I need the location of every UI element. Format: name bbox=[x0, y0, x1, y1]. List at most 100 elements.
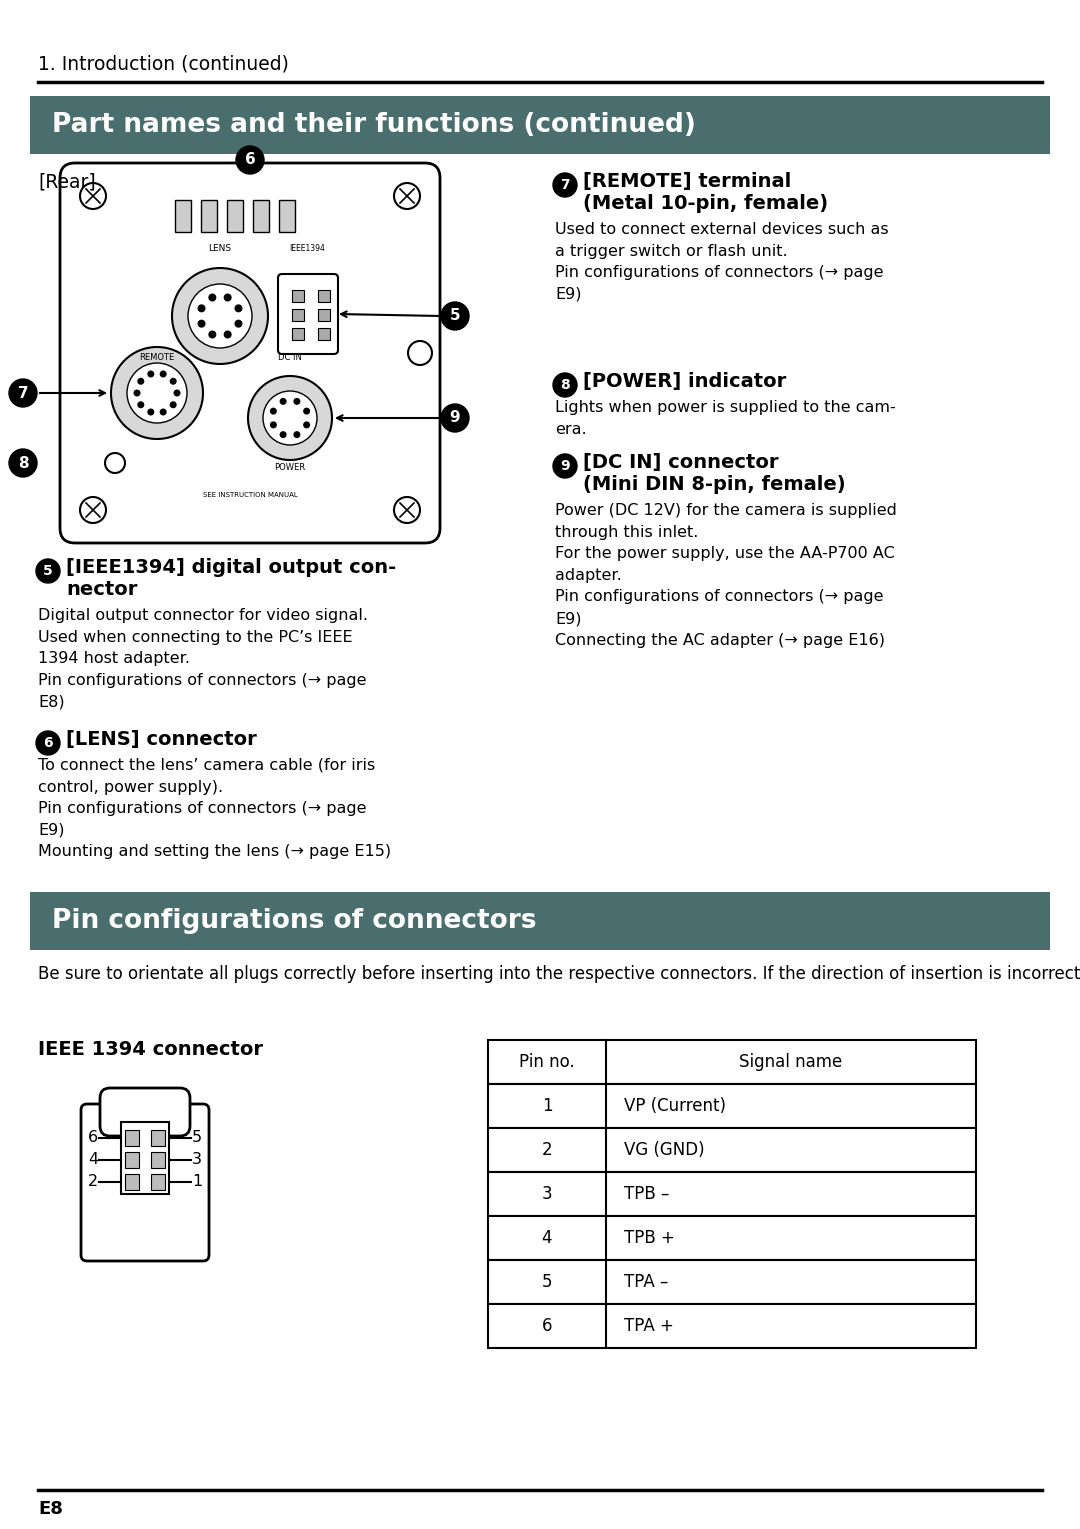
Circle shape bbox=[36, 731, 60, 755]
Bar bbox=[488, 1128, 976, 1173]
Text: 8: 8 bbox=[561, 378, 570, 391]
Circle shape bbox=[441, 404, 469, 433]
Bar bbox=[227, 200, 243, 232]
Text: TPA +: TPA + bbox=[624, 1316, 674, 1335]
Bar bbox=[318, 329, 330, 339]
FancyBboxPatch shape bbox=[278, 274, 338, 355]
Bar bbox=[30, 96, 1050, 154]
Text: 5: 5 bbox=[43, 564, 53, 578]
Bar bbox=[151, 1130, 165, 1147]
Text: Used to connect external devices such as
a trigger switch or flash unit.
Pin con: Used to connect external devices such as… bbox=[555, 222, 889, 301]
Circle shape bbox=[105, 453, 125, 472]
Text: 3: 3 bbox=[542, 1185, 552, 1203]
Circle shape bbox=[224, 294, 231, 301]
Text: 4: 4 bbox=[542, 1229, 552, 1248]
Text: Signal name: Signal name bbox=[740, 1053, 842, 1070]
Circle shape bbox=[303, 422, 310, 428]
Text: [DC IN] connector: [DC IN] connector bbox=[583, 453, 779, 472]
Text: 3: 3 bbox=[192, 1153, 202, 1168]
Circle shape bbox=[134, 390, 140, 396]
Circle shape bbox=[170, 401, 177, 408]
Text: 4: 4 bbox=[87, 1153, 98, 1168]
Circle shape bbox=[408, 341, 432, 365]
Circle shape bbox=[147, 370, 154, 378]
Bar bbox=[201, 200, 217, 232]
Circle shape bbox=[237, 145, 264, 174]
Text: 5: 5 bbox=[192, 1130, 202, 1145]
Text: 1: 1 bbox=[542, 1096, 552, 1115]
Bar bbox=[279, 200, 295, 232]
Text: [Rear]: [Rear] bbox=[38, 171, 96, 191]
Bar bbox=[125, 1174, 139, 1190]
Bar bbox=[488, 1040, 976, 1084]
Text: SEE INSTRUCTION MANUAL: SEE INSTRUCTION MANUAL bbox=[203, 492, 297, 498]
Bar bbox=[292, 291, 303, 303]
Text: IEEE 1394 connector: IEEE 1394 connector bbox=[38, 1040, 264, 1060]
Circle shape bbox=[224, 330, 231, 338]
Circle shape bbox=[294, 398, 300, 405]
Bar bbox=[253, 200, 269, 232]
Circle shape bbox=[234, 320, 243, 327]
Text: REMOTE: REMOTE bbox=[139, 353, 175, 362]
Circle shape bbox=[553, 454, 577, 479]
Bar bbox=[121, 1122, 168, 1194]
Bar bbox=[151, 1151, 165, 1168]
Text: 6: 6 bbox=[245, 153, 255, 168]
Text: 9: 9 bbox=[561, 459, 570, 472]
FancyBboxPatch shape bbox=[100, 1089, 190, 1136]
Text: Digital output connector for video signal.
Used when connecting to the PC’s IEEE: Digital output connector for video signa… bbox=[38, 609, 368, 709]
Circle shape bbox=[264, 391, 318, 445]
Text: nector: nector bbox=[66, 579, 137, 599]
Text: TPA –: TPA – bbox=[624, 1274, 669, 1290]
Circle shape bbox=[9, 450, 37, 477]
Circle shape bbox=[280, 398, 286, 405]
Text: [LENS] connector: [LENS] connector bbox=[66, 729, 257, 749]
Text: 6: 6 bbox=[87, 1130, 98, 1145]
Text: 7: 7 bbox=[561, 177, 570, 193]
Text: E8: E8 bbox=[38, 1500, 63, 1518]
Circle shape bbox=[137, 378, 145, 385]
Bar bbox=[488, 1304, 976, 1349]
Circle shape bbox=[9, 379, 37, 407]
Text: 5: 5 bbox=[449, 309, 460, 324]
Circle shape bbox=[147, 408, 154, 416]
Circle shape bbox=[303, 408, 310, 414]
Text: 7: 7 bbox=[17, 385, 28, 401]
FancyBboxPatch shape bbox=[60, 164, 440, 543]
Circle shape bbox=[441, 303, 469, 330]
Text: Part names and their functions (continued): Part names and their functions (continue… bbox=[52, 112, 696, 138]
Circle shape bbox=[127, 362, 187, 424]
Text: LENS: LENS bbox=[208, 245, 231, 252]
Text: VP (Current): VP (Current) bbox=[624, 1096, 726, 1115]
Circle shape bbox=[160, 408, 166, 416]
Circle shape bbox=[36, 560, 60, 583]
Bar bbox=[488, 1084, 976, 1128]
Circle shape bbox=[553, 373, 577, 398]
Bar bbox=[125, 1130, 139, 1147]
Circle shape bbox=[174, 390, 180, 396]
Bar bbox=[292, 329, 303, 339]
Text: 9: 9 bbox=[449, 410, 460, 425]
Circle shape bbox=[394, 497, 420, 523]
Text: Be sure to orientate all plugs correctly before inserting into the respective co: Be sure to orientate all plugs correctly… bbox=[38, 965, 1080, 983]
Circle shape bbox=[80, 183, 106, 209]
Text: VG (GND): VG (GND) bbox=[624, 1141, 704, 1159]
Circle shape bbox=[208, 330, 216, 338]
Text: POWER: POWER bbox=[274, 463, 306, 472]
Circle shape bbox=[234, 304, 243, 312]
Circle shape bbox=[111, 347, 203, 439]
Text: IEEE1394: IEEE1394 bbox=[289, 245, 325, 252]
Text: Pin configurations of connectors: Pin configurations of connectors bbox=[52, 908, 537, 934]
Circle shape bbox=[198, 320, 205, 327]
Circle shape bbox=[188, 284, 252, 349]
Text: (Metal 10-pin, female): (Metal 10-pin, female) bbox=[583, 194, 828, 213]
Text: Power (DC 12V) for the camera is supplied
through this inlet.
For the power supp: Power (DC 12V) for the camera is supplie… bbox=[555, 503, 896, 648]
Text: Lights when power is supplied to the cam-
era.: Lights when power is supplied to the cam… bbox=[555, 401, 895, 437]
Bar bbox=[488, 1260, 976, 1304]
Circle shape bbox=[160, 370, 166, 378]
Text: 6: 6 bbox=[43, 735, 53, 751]
Text: 6: 6 bbox=[542, 1316, 552, 1335]
Text: 2: 2 bbox=[87, 1174, 98, 1190]
Circle shape bbox=[172, 268, 268, 364]
Text: [POWER] indicator: [POWER] indicator bbox=[583, 372, 786, 391]
